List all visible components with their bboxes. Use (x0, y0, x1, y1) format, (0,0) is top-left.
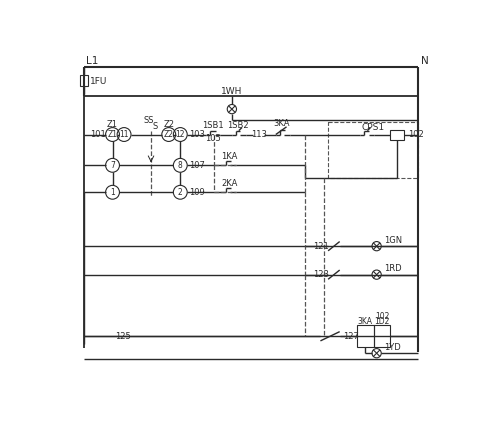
Text: Z2: Z2 (164, 130, 174, 139)
Text: 1: 1 (110, 188, 115, 197)
Text: 1WH: 1WH (221, 87, 243, 96)
Text: 3KA: 3KA (358, 317, 372, 326)
Bar (328, 122, 418, 178)
Text: 1RD: 1RD (384, 264, 402, 273)
Text: SS: SS (144, 116, 154, 125)
Text: S: S (152, 122, 157, 131)
Text: 102: 102 (408, 130, 424, 139)
Text: 103: 103 (190, 130, 205, 139)
Text: 105: 105 (205, 134, 221, 143)
Text: N: N (421, 56, 429, 65)
Text: 123: 123 (313, 270, 329, 279)
Text: 2KA: 2KA (221, 178, 238, 187)
Text: 3KA: 3KA (274, 119, 290, 128)
Bar (80, 75, 88, 86)
Text: Z1: Z1 (107, 120, 118, 129)
Text: L1: L1 (86, 56, 98, 65)
Text: 1YD: 1YD (384, 342, 401, 351)
Text: 127: 127 (343, 332, 359, 341)
Text: 1FU: 1FU (90, 77, 108, 86)
Text: 11: 11 (120, 130, 129, 139)
Text: 1D2: 1D2 (374, 317, 390, 326)
Text: 8: 8 (178, 161, 183, 170)
Text: 102: 102 (375, 312, 389, 321)
Bar (391, 130, 404, 140)
Text: 1SB2: 1SB2 (227, 121, 249, 130)
Text: 107: 107 (190, 161, 205, 170)
Bar (373, 325, 391, 347)
Text: 1SB1: 1SB1 (202, 121, 223, 130)
Text: 1GN: 1GN (384, 235, 402, 244)
Text: CPS1: CPS1 (362, 123, 385, 132)
Text: 101: 101 (90, 130, 106, 139)
Text: 109: 109 (190, 188, 205, 197)
Text: 7: 7 (110, 161, 115, 170)
Text: 113: 113 (251, 130, 267, 139)
Text: Z2: Z2 (163, 120, 174, 129)
Bar (357, 325, 373, 347)
Text: 121: 121 (313, 242, 328, 251)
Text: 1KA: 1KA (221, 152, 238, 160)
Text: 125: 125 (115, 332, 130, 341)
Text: 2: 2 (178, 188, 183, 197)
Text: Z1: Z1 (107, 130, 118, 139)
Text: 12: 12 (175, 130, 185, 139)
